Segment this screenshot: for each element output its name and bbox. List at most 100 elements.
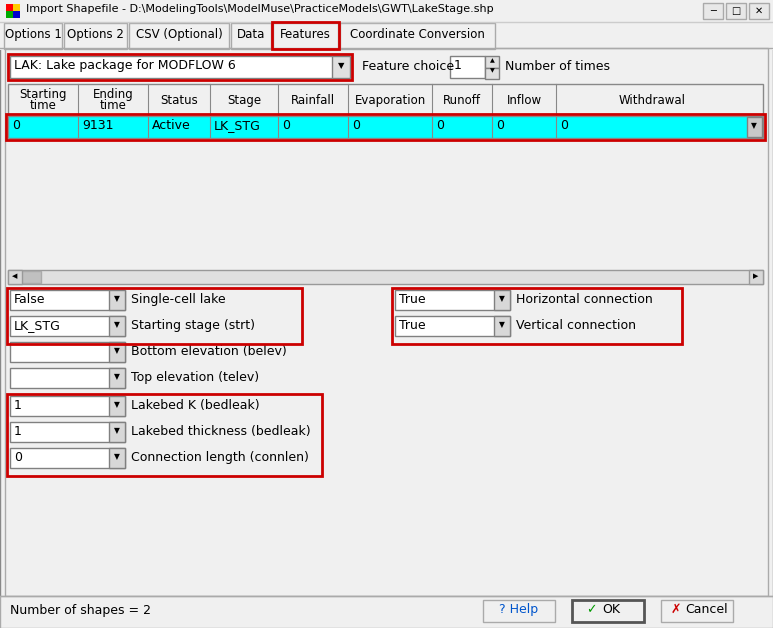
Bar bbox=[392, 288, 682, 344]
Bar bbox=[494, 316, 510, 336]
Text: ▲: ▲ bbox=[489, 58, 495, 63]
Text: ✕: ✕ bbox=[755, 6, 763, 16]
Bar bbox=[494, 290, 510, 310]
Text: False: False bbox=[14, 293, 46, 306]
Text: ▼: ▼ bbox=[114, 452, 120, 461]
Text: Starting stage (strt): Starting stage (strt) bbox=[131, 319, 255, 332]
Text: Cancel: Cancel bbox=[685, 603, 727, 616]
Bar bbox=[10, 396, 125, 416]
Bar bbox=[10, 290, 125, 310]
Text: Connection length (connlen): Connection length (connlen) bbox=[131, 451, 309, 464]
Bar bbox=[7, 288, 302, 344]
Bar bbox=[0, 22, 773, 50]
Text: Lakebed K (bedleak): Lakebed K (bedleak) bbox=[131, 399, 260, 412]
Bar bbox=[332, 56, 350, 78]
Text: Starting: Starting bbox=[19, 88, 66, 101]
Text: ▼: ▼ bbox=[499, 320, 505, 329]
Bar bbox=[10, 448, 125, 468]
Text: Number of times: Number of times bbox=[505, 60, 610, 73]
Text: True: True bbox=[399, 293, 426, 306]
Bar bbox=[6, 114, 765, 140]
Text: ✗: ✗ bbox=[671, 603, 682, 616]
Text: Data: Data bbox=[237, 28, 265, 41]
Bar bbox=[272, 22, 339, 49]
Text: ▼: ▼ bbox=[338, 61, 344, 70]
Text: ▶: ▶ bbox=[754, 273, 758, 279]
Text: Evaporation: Evaporation bbox=[354, 94, 426, 107]
Bar bbox=[395, 316, 510, 336]
Bar bbox=[8, 116, 763, 138]
Bar bbox=[8, 270, 763, 284]
Text: True: True bbox=[399, 319, 426, 332]
Text: ▼: ▼ bbox=[114, 426, 120, 435]
Text: 1: 1 bbox=[454, 59, 462, 72]
Text: LK_STG: LK_STG bbox=[214, 119, 261, 132]
Text: Status: Status bbox=[160, 94, 198, 107]
Text: LK_STG: LK_STG bbox=[14, 319, 61, 332]
Bar bbox=[7, 394, 322, 476]
Text: ▼: ▼ bbox=[114, 372, 120, 381]
Bar bbox=[0, 596, 773, 628]
Text: ▼: ▼ bbox=[114, 294, 120, 303]
Text: time: time bbox=[29, 99, 56, 112]
Bar bbox=[13, 4, 20, 11]
Text: 0: 0 bbox=[436, 119, 444, 132]
Text: ▼: ▼ bbox=[114, 346, 120, 355]
Bar bbox=[109, 342, 125, 362]
Bar bbox=[109, 316, 125, 336]
Text: Runoff: Runoff bbox=[443, 94, 481, 107]
Bar bbox=[0, 0, 773, 22]
Bar bbox=[749, 3, 769, 19]
Text: 1: 1 bbox=[14, 399, 22, 412]
Bar bbox=[273, 23, 338, 49]
Text: 0: 0 bbox=[496, 119, 504, 132]
Text: time: time bbox=[100, 99, 127, 112]
Bar bbox=[340, 23, 495, 49]
Text: Horizontal connection: Horizontal connection bbox=[516, 293, 652, 306]
Text: ▼: ▼ bbox=[489, 68, 495, 73]
Text: ✓: ✓ bbox=[586, 603, 597, 616]
Text: LAK: Lake package for MODFLOW 6: LAK: Lake package for MODFLOW 6 bbox=[14, 59, 236, 72]
Text: 0: 0 bbox=[12, 119, 20, 132]
Text: CSV (Optional): CSV (Optional) bbox=[135, 28, 223, 41]
Text: Inflow: Inflow bbox=[506, 94, 542, 107]
Text: Single-cell lake: Single-cell lake bbox=[131, 293, 226, 306]
Bar bbox=[485, 56, 499, 68]
Text: OK: OK bbox=[602, 603, 620, 616]
Text: Vertical connection: Vertical connection bbox=[516, 319, 636, 332]
Bar bbox=[109, 368, 125, 388]
Text: ▼: ▼ bbox=[114, 320, 120, 329]
Text: 0: 0 bbox=[560, 119, 568, 132]
Text: Options 1: Options 1 bbox=[5, 28, 61, 41]
Bar bbox=[747, 117, 762, 137]
Text: Ending: Ending bbox=[93, 88, 134, 101]
Bar bbox=[749, 270, 763, 284]
Text: 9131: 9131 bbox=[82, 119, 114, 132]
Text: Stage: Stage bbox=[227, 94, 261, 107]
Text: □: □ bbox=[731, 6, 741, 16]
Bar bbox=[8, 84, 763, 116]
Bar bbox=[6, 11, 13, 18]
Bar bbox=[8, 54, 352, 80]
Bar bbox=[726, 3, 746, 19]
Text: Options 2: Options 2 bbox=[67, 28, 124, 41]
Bar bbox=[109, 396, 125, 416]
Bar bbox=[10, 422, 125, 442]
Bar bbox=[395, 290, 510, 310]
Bar bbox=[10, 368, 125, 388]
Bar bbox=[5, 48, 768, 596]
Text: ─: ─ bbox=[710, 6, 716, 16]
Bar bbox=[8, 270, 22, 284]
Bar bbox=[483, 600, 555, 622]
Bar bbox=[64, 23, 127, 49]
Text: ? Help: ? Help bbox=[499, 603, 539, 616]
Text: Rainfall: Rainfall bbox=[291, 94, 335, 107]
Text: Lakebed thickness (bedleak): Lakebed thickness (bedleak) bbox=[131, 425, 311, 438]
Bar bbox=[10, 316, 125, 336]
Text: Withdrawal: Withdrawal bbox=[619, 94, 686, 107]
Text: ▼: ▼ bbox=[751, 121, 757, 130]
Text: Coordinate Conversion: Coordinate Conversion bbox=[350, 28, 485, 41]
Bar bbox=[10, 342, 125, 362]
Bar bbox=[9, 271, 41, 283]
Bar bbox=[6, 4, 13, 11]
